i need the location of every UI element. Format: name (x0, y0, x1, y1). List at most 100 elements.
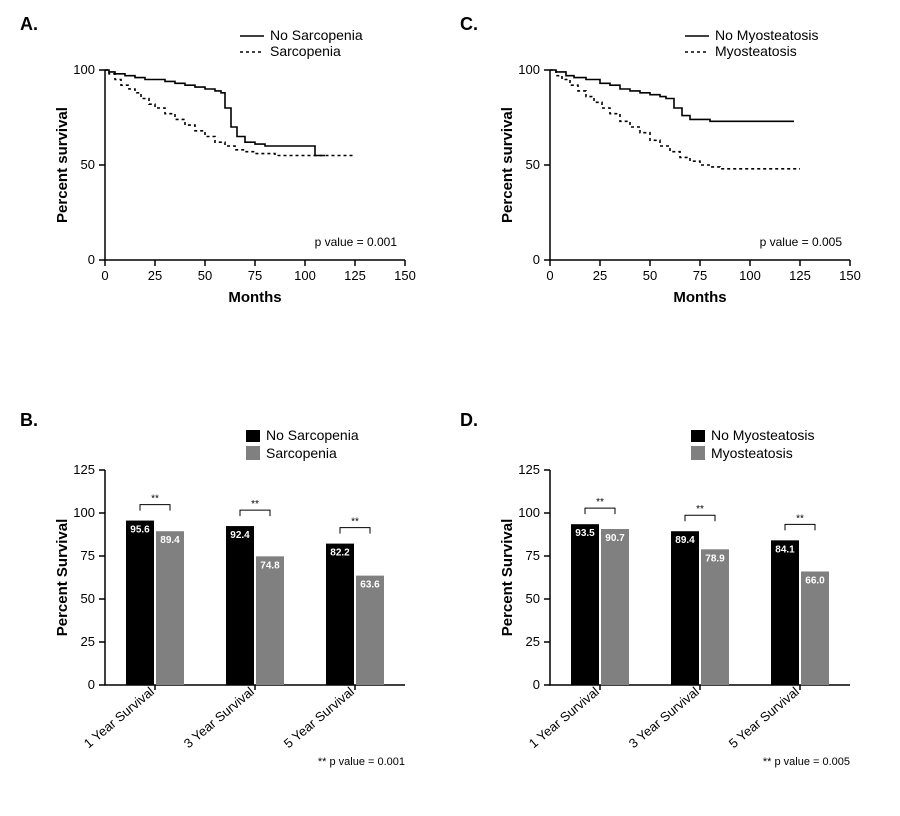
bar-chart-d: 0255075100125Percent Survival93.590.7**1… (495, 430, 885, 800)
y-tick-label: 25 (81, 634, 95, 649)
sig-marker: ** (251, 499, 259, 510)
y-tick-label: 100 (73, 505, 95, 520)
x-tick-label: 150 (839, 268, 861, 283)
category-label: 3 Year Survival (626, 684, 702, 751)
x-tick-label: 75 (248, 268, 262, 283)
y-tick-label: 0 (533, 252, 540, 267)
km-chart-a: 0501000255075100125150MonthsPercent surv… (50, 30, 440, 350)
legend-label: No Myosteatosis (711, 430, 814, 443)
y-axis-title: Percent Survival (499, 519, 516, 637)
bar (326, 544, 354, 685)
sig-marker: ** (151, 494, 159, 505)
bar (156, 531, 184, 685)
y-tick-label: 50 (526, 591, 540, 606)
sig-marker: ** (596, 497, 604, 508)
bar-value-label: 95.6 (130, 525, 150, 536)
category-label: 5 Year Survival (281, 684, 357, 751)
km-chart-c-svg: 0 50 100 0 25 50 75 100 125 150 Months Percent surv… (495, 30, 885, 350)
bar-value-label: 89.4 (675, 535, 695, 546)
bar-chart-b: 0255075100125Percent Survival95.689.4**1… (50, 430, 440, 800)
legend-label: Myosteatosis (711, 445, 793, 461)
y-tick-label: 100 (73, 62, 95, 77)
x-tick-label: 125 (344, 268, 366, 283)
x-tick-label: 50 (643, 268, 657, 283)
sig-marker: ** (696, 504, 704, 515)
bar-chart-d-svg: 0255075100125Percent Survival93.590.7**1… (495, 430, 885, 800)
bar-value-label: 63.6 (360, 580, 380, 591)
bar-value-label: 89.4 (160, 535, 180, 546)
sig-marker: ** (796, 513, 804, 524)
x-tick-label: 25 (593, 268, 607, 283)
x-tick-label: 75 (693, 268, 707, 283)
p-value-text: p value = 0.005 (760, 235, 843, 249)
p-value-text: p value = 0.001 (315, 235, 398, 249)
bar-chart-b-svg: 0255075100125Percent Survival95.689.4**1… (50, 430, 440, 800)
bar-value-label: 82.2 (330, 548, 350, 559)
legend-label: Myosteatosis (715, 43, 797, 59)
x-axis-title: Months (673, 289, 726, 306)
y-tick-label: 100 (518, 505, 540, 520)
legend-label: Sarcopenia (270, 43, 341, 59)
legend-swatch (246, 446, 260, 460)
footnote: ** p value = 0.005 (763, 756, 850, 768)
y-axis-title: Percent survival (499, 107, 516, 223)
y-tick-label: 50 (81, 157, 95, 172)
x-tick-label: 100 (739, 268, 761, 283)
legend-label: No Myosteatosis (715, 30, 818, 43)
x-tick-label: 25 (148, 268, 162, 283)
footnote: ** p value = 0.001 (318, 756, 405, 768)
sig-bracket (585, 508, 615, 514)
bar-value-label: 90.7 (605, 533, 625, 544)
x-tick-label: 0 (101, 268, 108, 283)
axes (550, 70, 850, 260)
panel-label-d: D. (460, 410, 478, 431)
bar (226, 526, 254, 685)
category-label: 5 Year Survival (726, 684, 802, 751)
bar-value-label: 66.0 (805, 575, 825, 586)
sig-bracket (785, 524, 815, 530)
y-tick-label: 75 (526, 548, 540, 563)
bar-value-label: 74.8 (260, 560, 280, 571)
sig-bracket (240, 510, 270, 516)
bar (701, 549, 729, 685)
bar (126, 521, 154, 685)
y-tick-label: 75 (81, 548, 95, 563)
panel-label-b: B. (20, 410, 38, 431)
legend-label: No Sarcopenia (266, 430, 359, 443)
bar (256, 556, 284, 685)
legend-label: Sarcopenia (266, 445, 337, 461)
category-label: 1 Year Survival (526, 684, 602, 751)
sig-bracket (140, 505, 170, 511)
x-tick-label: 150 (394, 268, 416, 283)
bar-value-label: 93.5 (575, 528, 595, 539)
bar-value-label: 78.9 (705, 553, 725, 564)
legend-swatch (691, 430, 705, 442)
y-tick-label: 0 (88, 252, 95, 267)
km-curve-condition (105, 70, 355, 156)
x-tick-label: 100 (294, 268, 316, 283)
bar (356, 576, 384, 685)
panel-label-c: C. (460, 14, 478, 35)
y-tick-label: 50 (81, 591, 95, 606)
y-axis-title: Percent Survival (54, 519, 71, 637)
panel-label-a: A. (20, 14, 38, 35)
y-tick-label: 50 (526, 157, 540, 172)
y-tick-label: 125 (518, 462, 540, 477)
legend-swatch (246, 430, 260, 442)
x-tick-label: 0 (546, 268, 553, 283)
sig-bracket (685, 515, 715, 521)
y-axis-title: Percent survival (54, 107, 71, 223)
category-label: 1 Year Survival (81, 684, 157, 751)
y-tick-label: 100 (518, 62, 540, 77)
bar-value-label: 84.1 (775, 544, 795, 555)
km-curve-condition (550, 70, 800, 169)
sig-bracket (340, 528, 370, 534)
bar (801, 571, 829, 685)
bar (571, 524, 599, 685)
bar-value-label: 92.4 (230, 530, 250, 541)
bar (671, 531, 699, 685)
legend-label: No Sarcopenia (270, 30, 363, 43)
x-tick-label: 125 (789, 268, 811, 283)
x-axis-title: Months (228, 289, 281, 306)
figure-root: A. C. B. D. 0 50 100 0 25 50 75 100 125 150 Months… (0, 0, 900, 816)
